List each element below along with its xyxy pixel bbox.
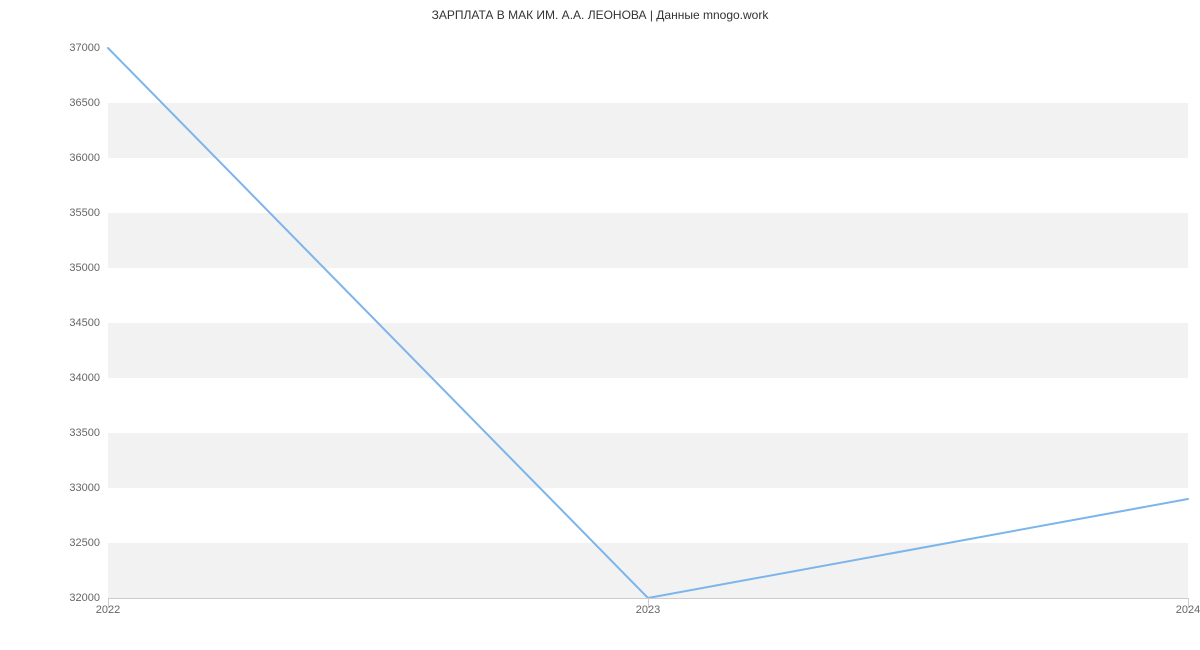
y-tick-label: 36500 xyxy=(69,97,100,109)
x-tick-label: 2023 xyxy=(636,604,660,616)
x-tick-label: 2024 xyxy=(1176,604,1200,616)
y-tick-label: 32000 xyxy=(69,592,100,604)
y-tick-label: 33000 xyxy=(69,482,100,494)
y-tick-label: 35000 xyxy=(69,262,100,274)
plot-area: 3200032500330003350034000345003500035500… xyxy=(108,48,1188,598)
y-tick-label: 34000 xyxy=(69,372,100,384)
line-series xyxy=(108,48,1188,598)
y-tick-label: 37000 xyxy=(69,42,100,54)
y-tick-label: 33500 xyxy=(69,427,100,439)
y-tick-label: 35500 xyxy=(69,207,100,219)
x-tick-label: 2022 xyxy=(96,604,120,616)
chart-title: ЗАРПЛАТА В МАК ИМ. А.А. ЛЕОНОВА | Данные… xyxy=(0,8,1200,22)
y-tick-label: 34500 xyxy=(69,317,100,329)
chart-container: ЗАРПЛАТА В МАК ИМ. А.А. ЛЕОНОВА | Данные… xyxy=(0,0,1200,650)
y-tick-label: 36000 xyxy=(69,152,100,164)
y-tick-label: 32500 xyxy=(69,537,100,549)
